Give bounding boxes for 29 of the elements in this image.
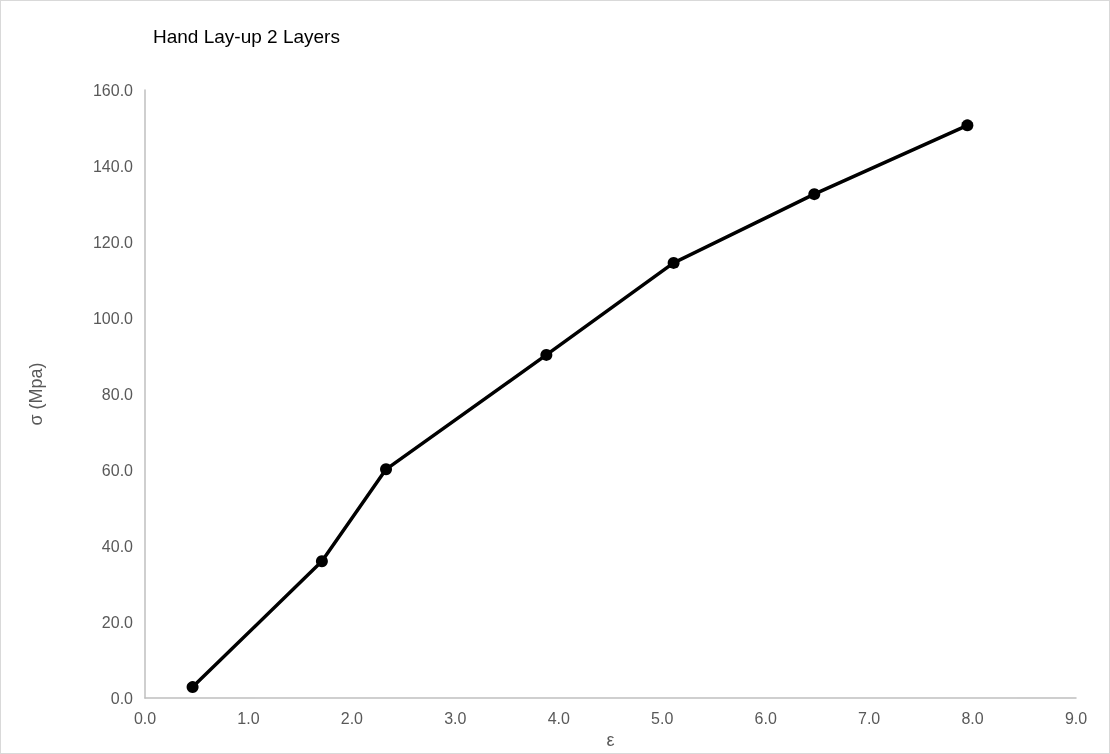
x-tick-label: 2.0	[340, 709, 364, 727]
point	[315, 555, 328, 568]
x-tick-label: 4.0	[547, 709, 570, 727]
y-tick-label: 0.0	[110, 689, 134, 707]
point	[961, 119, 974, 132]
y-tick-label: 60.0	[101, 461, 134, 479]
point	[186, 681, 199, 694]
point	[380, 463, 393, 476]
y-tick-label: 160.0	[92, 81, 134, 99]
y-tick-label: 140.0	[92, 157, 134, 175]
chart-title: Hand Lay-up 2 Layers	[153, 26, 340, 47]
x-tick-label: 9.0	[1064, 709, 1088, 727]
x-tick-label: 7.0	[857, 709, 881, 727]
y-tick-label: 20.0	[101, 613, 134, 631]
x-tick-label: 1.0	[237, 709, 260, 727]
y-axis-title: σ (Mpa)	[26, 362, 46, 426]
y-tick-label: 80.0	[101, 385, 134, 403]
y-tick-label: 40.0	[101, 537, 134, 555]
x-axis-title: ε	[606, 730, 615, 750]
y-tick-label: 100.0	[92, 309, 134, 327]
y-tick-label: 120.0	[92, 233, 134, 251]
x-tick-label: 0.0	[133, 709, 157, 727]
point	[667, 256, 680, 269]
x-tick-label: 8.0	[961, 709, 984, 727]
point	[540, 348, 553, 361]
x-tick-label: 6.0	[754, 709, 777, 727]
point	[808, 188, 821, 201]
x-tick-label: 3.0	[444, 709, 467, 727]
x-tick-label: 5.0	[651, 709, 674, 727]
